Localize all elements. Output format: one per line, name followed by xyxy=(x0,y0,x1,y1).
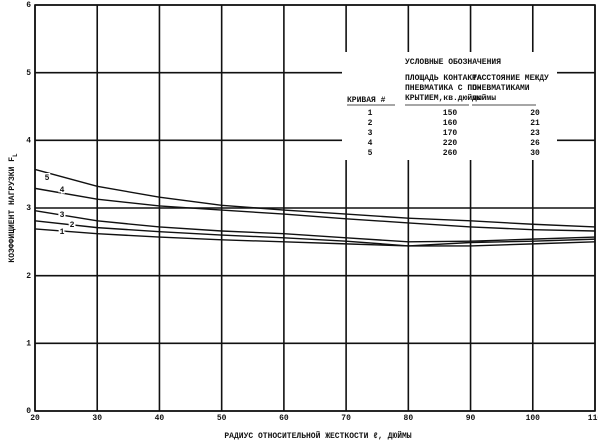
legend-title: УСЛОВНЫЕ ОБОЗНАЧЕНИЯ xyxy=(405,58,501,67)
curve-label: 1 xyxy=(60,228,65,237)
x-tick-label: 40 xyxy=(155,414,165,423)
y-tick-label: 4 xyxy=(26,136,31,145)
legend-header: КРИВАЯ # xyxy=(347,96,386,105)
y-tick-label: 1 xyxy=(26,339,31,348)
legend-background xyxy=(342,52,557,160)
x-tick-label: 70 xyxy=(341,414,351,423)
series-line xyxy=(34,228,596,247)
legend-cell: 20 xyxy=(530,109,540,118)
series-line xyxy=(34,210,596,243)
legend-cell: 220 xyxy=(443,139,458,148)
legend-cell: 1 xyxy=(368,109,373,118)
legend-header: РАССТОЯНИЕ МЕЖДУ xyxy=(472,74,549,83)
legend-cell: 4 xyxy=(368,139,373,148)
curve-label: 4 xyxy=(60,186,65,195)
legend-header: ПЛОЩАДЬ КОНТАКТА xyxy=(405,74,482,83)
y-tick-label: 5 xyxy=(26,69,31,78)
legend-cell: 150 xyxy=(443,109,458,118)
x-tick-label: 100 xyxy=(526,414,541,423)
legend-header: ПНЕВМАТИКАМИ xyxy=(472,84,530,93)
x-tick-label: 20 xyxy=(30,414,40,423)
legend-cell: 26 xyxy=(530,139,540,148)
legend-header: дюймы xyxy=(472,94,496,103)
legend-cell: 260 xyxy=(443,149,458,158)
legend-cell: 170 xyxy=(443,129,458,138)
legend-cell: 5 xyxy=(368,149,373,158)
legend-cell: 23 xyxy=(530,129,540,138)
plot-frame xyxy=(34,4,596,412)
legend-header: ПНЕВМАТИКА С ПО- xyxy=(405,84,482,93)
legend-header: КРЫТИЕМ,кв.дюймы xyxy=(405,94,482,103)
x-tick-label: 80 xyxy=(404,414,414,423)
legend-cell: 30 xyxy=(530,149,540,158)
series-line xyxy=(34,168,596,228)
y-axis-label: КОЭФФИЦИЕНТ НАГРУЗКИ FL xyxy=(8,153,18,263)
series-line xyxy=(34,220,596,247)
y-tick-label: 3 xyxy=(26,204,31,213)
y-axis-label-text: КОЭФФИЦИЕНТ НАГРУЗКИ F xyxy=(8,157,17,263)
x-tick-label: 90 xyxy=(466,414,476,423)
y-tick-label: 0 xyxy=(26,407,31,416)
x-tick-label: 50 xyxy=(217,414,227,423)
y-tick-label: 2 xyxy=(26,272,31,281)
y-tick-label: 6 xyxy=(26,1,31,10)
y-axis-label-subscript: L xyxy=(12,153,19,157)
x-axis-label: РАДИУС ОТНОСИТЕЛЬНОЙ ЖЕСТКОСТИ ℓ, ДЮЙМЫ xyxy=(224,432,411,441)
legend-cell: 21 xyxy=(530,119,540,128)
legend-cell: 3 xyxy=(368,129,373,138)
curve-label: 2 xyxy=(70,221,75,230)
x-tick-label: 60 xyxy=(279,414,289,423)
curve-label: 3 xyxy=(60,211,65,220)
x-tick-label: 30 xyxy=(92,414,102,423)
x-tick-label: 110 xyxy=(588,414,598,423)
curve-label: 5 xyxy=(45,174,50,183)
series-line xyxy=(34,187,596,232)
legend-cell: 160 xyxy=(443,119,458,128)
legend-cell: 2 xyxy=(368,119,373,128)
